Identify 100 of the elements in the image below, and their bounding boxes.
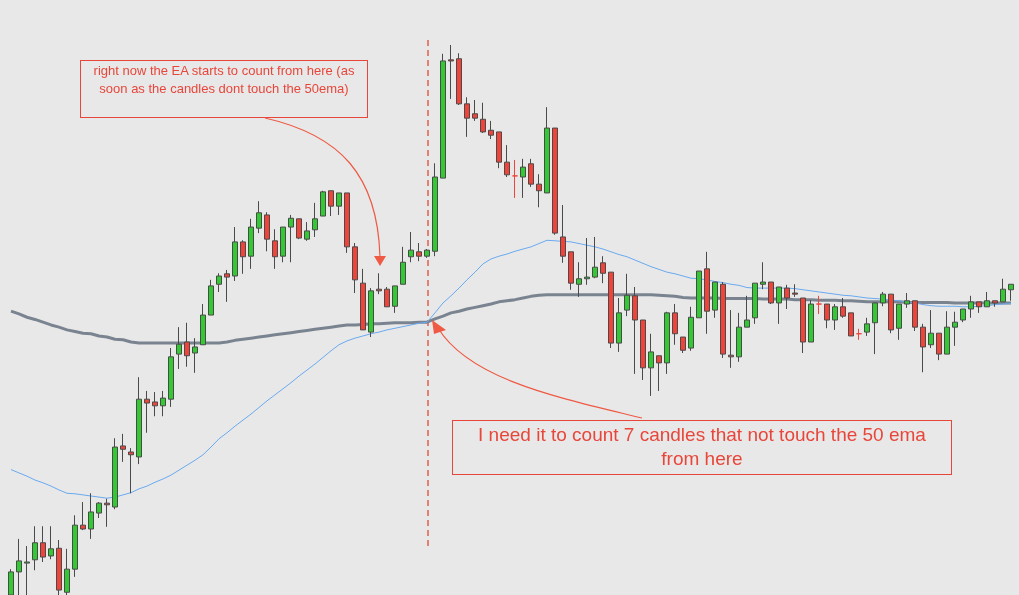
candlestick [704, 251, 710, 335]
candlestick [336, 192, 342, 216]
candlestick [736, 312, 742, 363]
candlestick [160, 390, 166, 417]
candlestick [592, 236, 598, 279]
candlestick [904, 292, 910, 309]
candlestick [600, 255, 606, 284]
candlestick [424, 248, 430, 259]
candlestick [768, 281, 774, 305]
candlestick [960, 308, 966, 323]
candlestick [504, 144, 510, 178]
candlestick [648, 333, 654, 397]
candlestick [680, 336, 686, 354]
candlestick [312, 202, 318, 238]
candlestick [1000, 278, 1006, 303]
candlestick [8, 568, 14, 595]
candlestick [864, 317, 870, 337]
candlestick [616, 297, 622, 353]
candlestick [376, 272, 382, 295]
annotation: right now the EA starts to count from here (as soon as the candles dont touch the 50ema) [80, 60, 368, 118]
candlestick [984, 291, 990, 308]
candlestick [584, 237, 590, 286]
candlestick [848, 312, 854, 337]
candlestick [528, 158, 534, 188]
candlestick [976, 301, 982, 314]
candlestick [40, 525, 46, 563]
candlestick [480, 102, 486, 134]
candlestick [152, 391, 158, 417]
candlestick [72, 514, 78, 578]
candlestick [568, 251, 574, 291]
candlestick [296, 218, 302, 240]
candlestick [544, 106, 550, 194]
candlestick [248, 218, 254, 270]
candlestick [232, 226, 238, 282]
candlestick [168, 347, 174, 408]
candlestick [256, 200, 262, 234]
candlestick [952, 311, 958, 347]
candlestick [944, 310, 950, 355]
candlestick [392, 285, 398, 314]
candlestick [472, 99, 478, 122]
candlestick [16, 538, 22, 595]
candlestick [720, 281, 726, 359]
candlestick [344, 192, 350, 254]
candlestick [120, 433, 126, 463]
candlestick [280, 226, 286, 263]
candlestick [928, 309, 934, 349]
candlestick [688, 306, 694, 352]
candlestick [632, 286, 638, 375]
candlestick [48, 525, 54, 560]
candlestick [792, 283, 798, 298]
candlestick [560, 204, 566, 264]
candlestick [368, 287, 374, 338]
candlestick [968, 295, 974, 319]
candlestick [240, 239, 246, 275]
candlestick [816, 295, 822, 315]
candlestick [992, 300, 998, 308]
candlestick [520, 158, 526, 199]
candlestick [552, 127, 558, 236]
candlestick [32, 525, 38, 571]
candlestick [912, 300, 918, 332]
candlestick [640, 319, 646, 381]
candlestick [776, 286, 782, 325]
candlestick [352, 242, 358, 294]
candlestick [760, 261, 766, 290]
candlestick [1008, 283, 1014, 302]
candlestick [664, 311, 670, 375]
annotation: I need it to count 7 candles that not touch the 50 ema from here [452, 420, 952, 475]
candlestick [64, 548, 70, 595]
candlestick [712, 281, 718, 319]
candlestick [488, 120, 494, 140]
candlestick [728, 309, 734, 369]
candlestick [936, 332, 942, 361]
candlestick [880, 291, 886, 307]
candlestick [808, 299, 814, 343]
candlestick [752, 282, 758, 325]
candlestick [224, 269, 230, 303]
candlestick [320, 190, 326, 217]
candlestick [128, 447, 134, 494]
candlestick [304, 221, 310, 242]
candlestick [896, 303, 902, 341]
candlestick [440, 53, 446, 179]
candlestick [696, 270, 702, 319]
candlestick [264, 211, 270, 252]
candlestick [208, 279, 214, 316]
candlestick [432, 162, 438, 257]
candlestick [744, 295, 750, 328]
candlestick [888, 293, 894, 334]
candlestick [288, 214, 294, 263]
candlestick [192, 337, 198, 374]
candlestick [144, 390, 150, 434]
candlestick [656, 355, 662, 392]
candlestick [512, 159, 518, 199]
candlestick [856, 328, 862, 341]
candlestick [920, 323, 926, 373]
candlestick [80, 501, 86, 531]
candlestick [872, 302, 878, 355]
candlestick [832, 303, 838, 331]
candlestick [272, 228, 278, 270]
candlestick [176, 326, 182, 370]
candlestick [24, 545, 30, 595]
